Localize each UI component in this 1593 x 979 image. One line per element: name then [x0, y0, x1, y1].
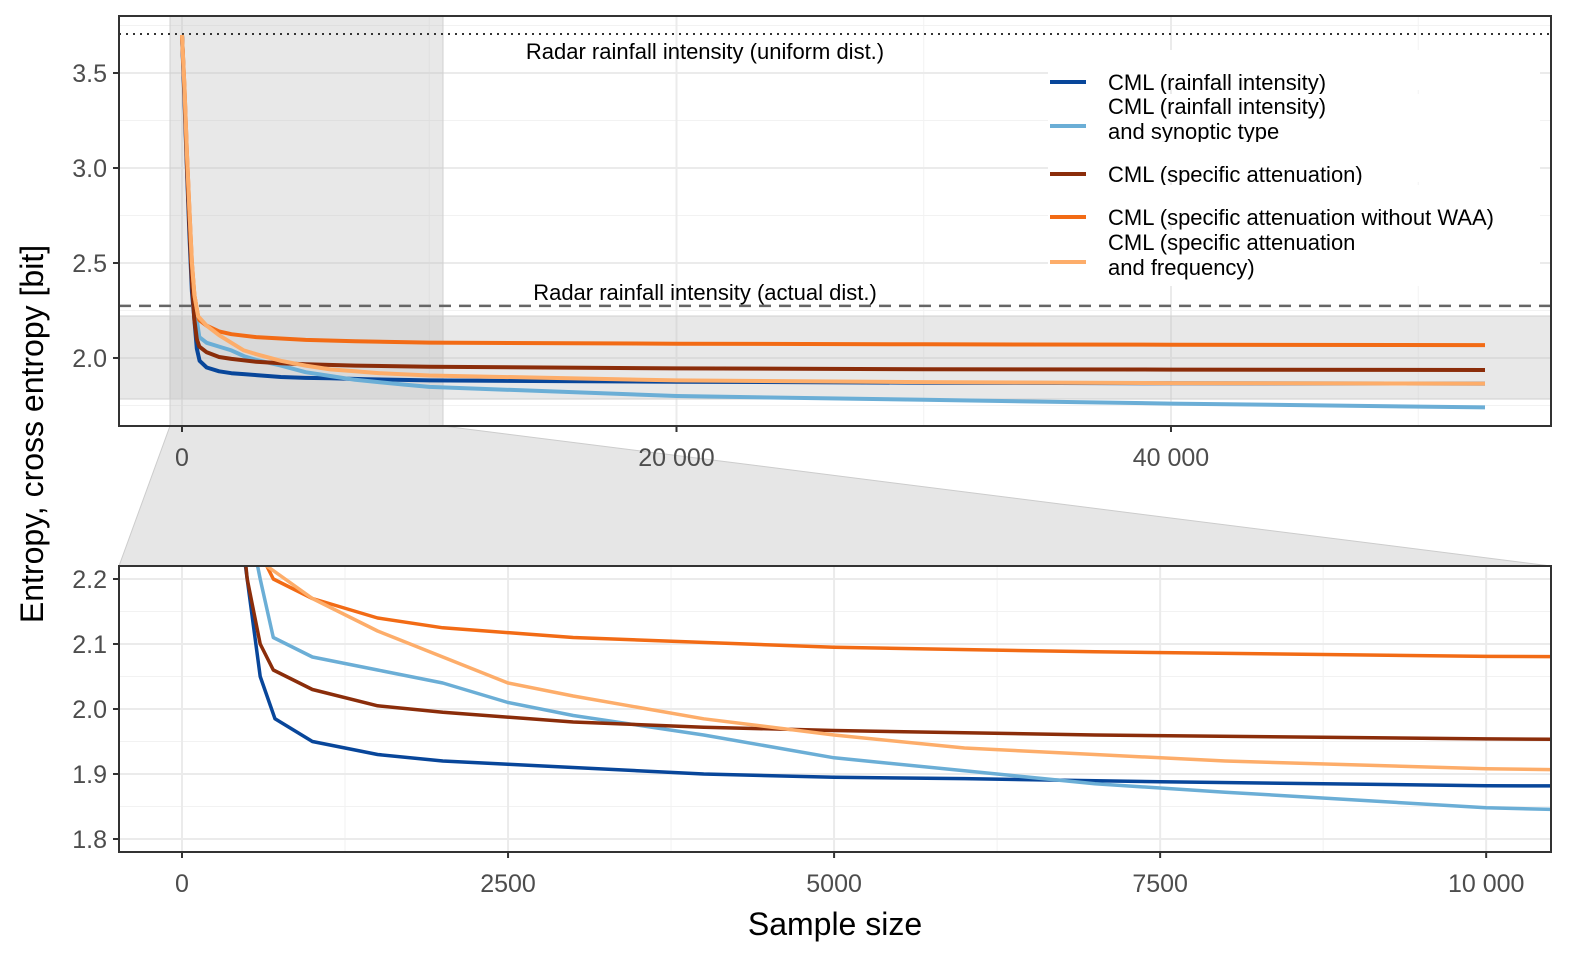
x-tick-label: 20 000 — [638, 444, 714, 472]
x-tick-label: 2500 — [480, 870, 536, 898]
y-tick-label: 1.8 — [72, 826, 107, 854]
legend-label: CML (rainfall intensity) — [1108, 94, 1326, 119]
zoom-panel: 0 2500 5000 7500 10 000 1.8 1.9 2.0 2.1 2.2 — [72, 565, 1552, 898]
y-tick-label: 2.2 — [72, 566, 107, 594]
x-tick-label: 5000 — [806, 870, 862, 898]
y-tick-label: 1.9 — [72, 761, 107, 789]
series-line-1 — [255, 566, 1551, 812]
x-tick-label: 0 — [175, 444, 189, 472]
series-line-4 — [264, 566, 1551, 772]
series-line-3 — [264, 566, 1551, 659]
zoom-region-y-band — [118, 315, 1552, 400]
legend-label: CML (specific attenuation) — [1108, 162, 1363, 187]
x-tick-label: 40 000 — [1133, 444, 1209, 472]
x-axis-label: Sample size — [748, 906, 922, 942]
panel-border — [118, 15, 1552, 427]
reference-line-label: Radar rainfall intensity (uniform dist.) — [526, 39, 884, 64]
y-tick-label: 2.0 — [72, 345, 107, 373]
y-tick-label: 2.5 — [72, 250, 107, 278]
x-tick-label: 0 — [175, 870, 189, 898]
series-line-2 — [244, 566, 1551, 741]
legend-label: and frequency) — [1108, 255, 1255, 280]
zoom-connector — [118, 425, 1552, 567]
x-tick-label: 7500 — [1132, 870, 1188, 898]
legend-key-bg — [1048, 142, 1540, 182]
series-group — [243, 566, 1551, 812]
legend-key-bg — [1048, 230, 1540, 286]
y-tick-label: 2.0 — [72, 696, 107, 724]
y-tick-label: 2.1 — [72, 631, 107, 659]
series-line-4 — [180, 34, 1486, 386]
legend-label: CML (specific attenuation — [1108, 230, 1355, 255]
legend-label: CML (specific attenuation without WAA) — [1108, 205, 1494, 230]
legend-key-bg — [1048, 94, 1540, 150]
legend-key-bg — [1048, 185, 1540, 225]
y-axis-label: Entropy, cross entropy [bit] — [14, 245, 50, 623]
series-group — [180, 34, 1486, 410]
legend-label: and synoptic type — [1108, 119, 1279, 144]
x-tick-label: 10 000 — [1448, 870, 1524, 898]
y-tick-label: 3.0 — [72, 155, 107, 183]
y-tick-label: 3.5 — [72, 60, 107, 88]
legend-label: CML (rainfall intensity) — [1108, 70, 1326, 95]
series-line-0 — [243, 566, 1551, 788]
legend: CML (rainfall intensity)CML (rainfall in… — [1048, 50, 1540, 286]
reference-line-label: Radar rainfall intensity (actual dist.) — [533, 280, 877, 305]
legend-key-bg — [1048, 50, 1540, 90]
